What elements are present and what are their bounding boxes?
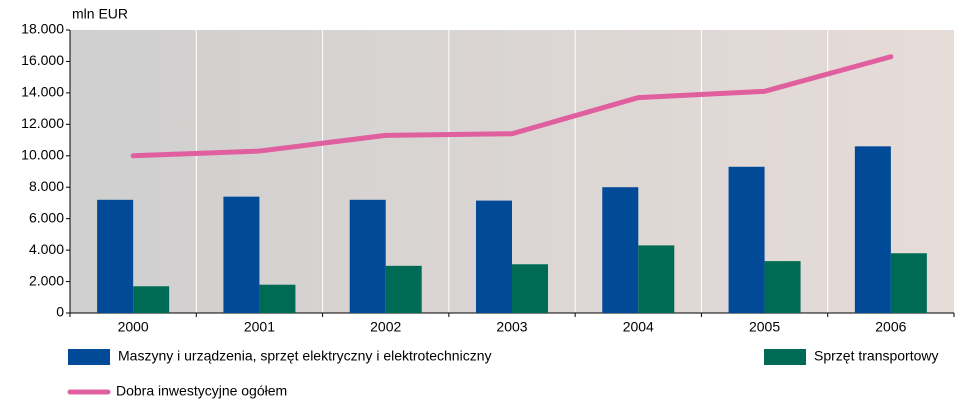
bar xyxy=(854,146,891,313)
y-tick-label: 6.000 xyxy=(29,209,64,225)
bar xyxy=(602,187,639,313)
y-tick-label: 8.000 xyxy=(29,178,64,194)
y-tick-label: 2.000 xyxy=(29,272,64,288)
legend-label: Maszyny i urządzenia, sprzęt elektryczny… xyxy=(118,348,491,364)
bar xyxy=(890,253,927,313)
bar xyxy=(764,261,801,313)
bar xyxy=(728,166,765,313)
bar xyxy=(97,199,134,313)
bar xyxy=(223,196,260,313)
bar xyxy=(385,265,422,313)
y-tick-label: 12.000 xyxy=(21,115,64,131)
legend-swatch xyxy=(764,349,806,365)
legend-label: Dobra inwestycyjne ogółem xyxy=(116,383,287,399)
bar xyxy=(349,199,386,313)
bar xyxy=(512,264,548,313)
line xyxy=(130,54,894,159)
y-tick-label: 0 xyxy=(56,304,64,320)
bar xyxy=(638,245,675,313)
x-tick-label: 2000 xyxy=(118,319,149,335)
x-tick-label: 2006 xyxy=(875,319,906,335)
x-tick-label: 2003 xyxy=(496,319,527,335)
bar xyxy=(133,286,170,313)
y-tick-label: 10.000 xyxy=(21,146,64,162)
y-axis-unit: mln EUR xyxy=(72,6,128,22)
x-tick-label: 2002 xyxy=(370,319,401,335)
y-tick-label: 14.000 xyxy=(21,84,64,100)
y-tick-label: 4.000 xyxy=(29,241,64,257)
legend-swatch xyxy=(68,349,110,365)
x-tick-label: 2001 xyxy=(244,319,275,335)
bar xyxy=(259,284,296,313)
x-tick-label: 2004 xyxy=(623,319,654,335)
bar xyxy=(476,200,512,313)
legend-label: Sprzęt transportowy xyxy=(814,348,939,364)
x-tick-label: 2005 xyxy=(749,319,780,335)
y-tick-label: 18.000 xyxy=(21,21,64,37)
y-tick-label: 16.000 xyxy=(21,52,64,68)
